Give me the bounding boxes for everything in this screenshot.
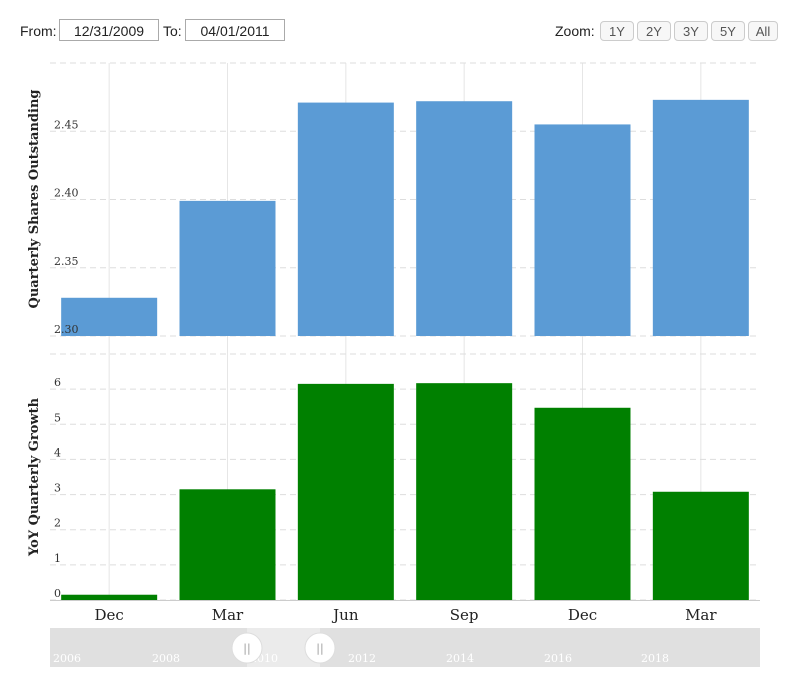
x-category-label: Jun [331, 606, 359, 624]
zoom-3y-button[interactable]: 3Y [674, 21, 708, 41]
zoom-5y-button[interactable]: 5Y [711, 21, 745, 41]
growth-bar [297, 383, 394, 600]
from-label: From: [20, 23, 57, 39]
growth-ytick-label: 3 [54, 482, 61, 495]
navigator-year-label: 2006 [53, 652, 81, 665]
navigator-year-label: 2012 [348, 652, 376, 665]
range-navigator: 2006 2008 2010 2012 2014 2016 2018|| || [50, 628, 760, 667]
navigator-right-handle[interactable]: || [304, 632, 336, 664]
shares-ytick-label: 2.45 [54, 118, 79, 131]
handle-grip-icon: || [316, 642, 323, 656]
shares-bar [179, 200, 276, 336]
growth-bar [416, 383, 513, 600]
navigator-left-handle[interactable]: || [231, 632, 263, 664]
growth-ytick-label: 0 [54, 587, 61, 600]
zoom-2y-button[interactable]: 2Y [637, 21, 671, 41]
handle-knob [304, 632, 336, 664]
growth-ytick-label: 2 [54, 517, 61, 530]
navigator-year-label: 2008 [152, 652, 180, 665]
shares-bar [416, 101, 513, 336]
x-category-label: Mar [685, 606, 717, 624]
growth-bar [61, 594, 158, 600]
shares-bar [297, 102, 394, 337]
shares-bar [652, 99, 749, 336]
shares-ytick-label: 2.40 [54, 187, 79, 200]
shares-axis-title: Quarterly Shares Outstanding [27, 90, 42, 309]
growth-ytick-label: 5 [54, 411, 61, 424]
x-category-label: Sep [450, 606, 479, 624]
x-category-label: Dec [568, 606, 597, 624]
shares-bar [534, 124, 631, 336]
shares-bar [61, 297, 158, 336]
shares-ytick-label: 2.35 [54, 255, 79, 268]
range-toolbar: From: 12/31/2009 To: 04/01/2011 Zoom: 1Y… [0, 0, 800, 60]
handle-knob [231, 632, 263, 664]
from-date-input[interactable]: 12/31/2009 [59, 19, 159, 41]
to-date-input[interactable]: 04/01/2011 [185, 19, 285, 41]
growth-ytick-label: 1 [54, 552, 61, 565]
to-label: To: [163, 23, 182, 39]
navigator-track [50, 628, 760, 667]
growth-bar [652, 491, 749, 600]
growth-ytick-label: 4 [54, 446, 61, 459]
handle-grip-icon: || [243, 642, 250, 656]
growth-axis-title: YoY Quarterly Growth [27, 397, 42, 557]
shares-ytick-label: 2.30 [54, 323, 79, 336]
zoom-label: Zoom: [555, 23, 595, 39]
x-category-label: Mar [212, 606, 244, 624]
x-category-label: Dec [95, 606, 124, 624]
navigator-year-label: 2018 [641, 652, 669, 665]
growth-bar [179, 489, 276, 600]
navigator-year-label: 2014 [446, 652, 474, 665]
zoom-1y-button[interactable]: 1Y [600, 21, 634, 41]
growth-ytick-label: 6 [54, 376, 61, 389]
growth-bar [534, 407, 631, 600]
zoom-all-button[interactable]: All [748, 21, 778, 41]
navigator-year-label: 2016 [544, 652, 572, 665]
